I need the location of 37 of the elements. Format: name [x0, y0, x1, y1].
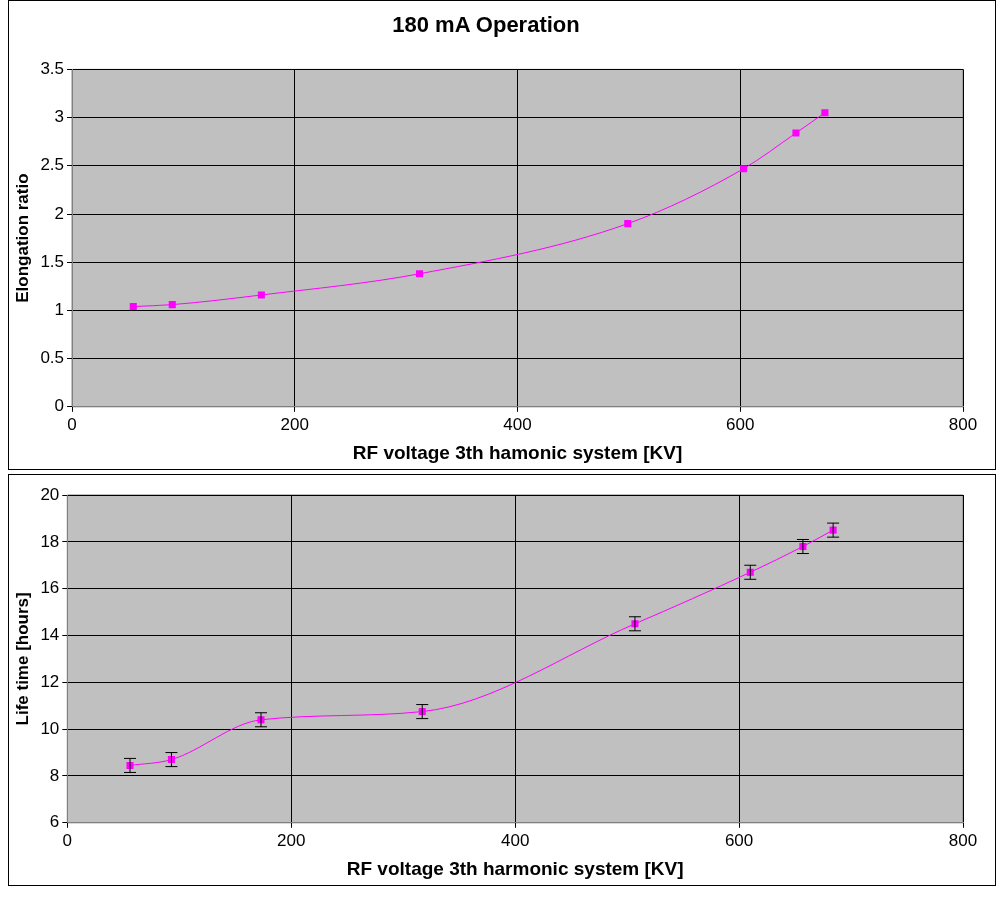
point [624, 220, 632, 228]
x-tick-label: 800 [948, 830, 978, 850]
y-tick-label: 10 [40, 718, 60, 738]
y-tick-label: 20 [40, 484, 60, 504]
y-tick-label: 2 [54, 203, 65, 223]
x-tick-label: 400 [503, 414, 532, 434]
y-tick-label: 0.5 [40, 348, 65, 368]
point [821, 109, 829, 117]
point [129, 303, 137, 311]
point [257, 291, 265, 299]
y-tick-label: 18 [40, 531, 60, 551]
y-tick-label: 3 [54, 107, 65, 127]
x-tick-label: 600 [726, 414, 755, 434]
x-tick-label: 800 [948, 414, 978, 434]
point [168, 301, 176, 309]
y-axis-title: Elongation ratio [12, 173, 32, 303]
y-tick-label: 2.5 [40, 155, 65, 175]
point [740, 165, 748, 173]
y-axis-title: Life time [hours] [12, 592, 32, 726]
y-tick-label: 8 [49, 765, 60, 785]
x-tick-label: 400 [500, 830, 530, 850]
y-tick-label: 1.5 [40, 251, 65, 271]
point [792, 129, 800, 137]
y-tick-label: 12 [40, 672, 60, 691]
point [415, 270, 424, 278]
y-tick-label: 14 [40, 625, 60, 645]
y-tick-label: 6 [49, 812, 60, 832]
y-tick-label: 16 [40, 578, 60, 598]
x-axis-title: RF voltage 3th harmonic system [KV] [346, 857, 684, 879]
x-tick-label: 200 [280, 414, 309, 434]
y-tick-label: 0 [54, 396, 65, 416]
y-tick-label: 3.5 [40, 59, 65, 79]
chart-title: 180 mA Operation [392, 12, 580, 38]
x-axis-title: RF voltage 3th hamonic system [KV] [352, 441, 683, 463]
x-tick-label: 200 [277, 830, 306, 850]
y-tick-label: 1 [54, 300, 65, 320]
x-tick-label: 600 [724, 830, 754, 850]
